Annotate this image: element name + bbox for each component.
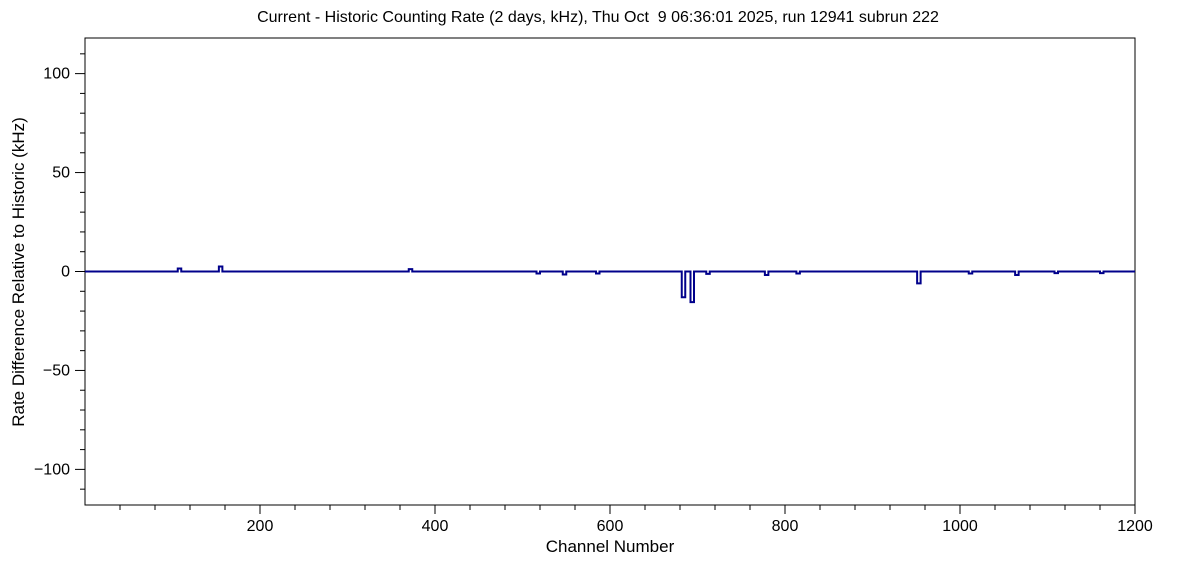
x-axis-label: Channel Number xyxy=(545,537,675,556)
y-tick-label: 100 xyxy=(43,66,70,83)
chart-title: Current - Historic Counting Rate (2 days… xyxy=(257,9,939,26)
x-tick-label: 1000 xyxy=(942,518,978,535)
y-tick-label: 0 xyxy=(61,264,70,281)
x-tick-label: 400 xyxy=(422,518,449,535)
y-tick-label: −50 xyxy=(43,362,70,379)
x-tick-label: 800 xyxy=(772,518,799,535)
y-tick-label: 50 xyxy=(52,165,70,182)
series-line xyxy=(85,265,1135,304)
x-tick-label: 200 xyxy=(247,518,274,535)
x-tick-label: 600 xyxy=(597,518,624,535)
x-tick-label: 1200 xyxy=(1117,518,1153,535)
y-axis-label: Rate Difference Relative to Historic (kH… xyxy=(9,117,28,427)
y-tick-label: −100 xyxy=(34,461,70,478)
